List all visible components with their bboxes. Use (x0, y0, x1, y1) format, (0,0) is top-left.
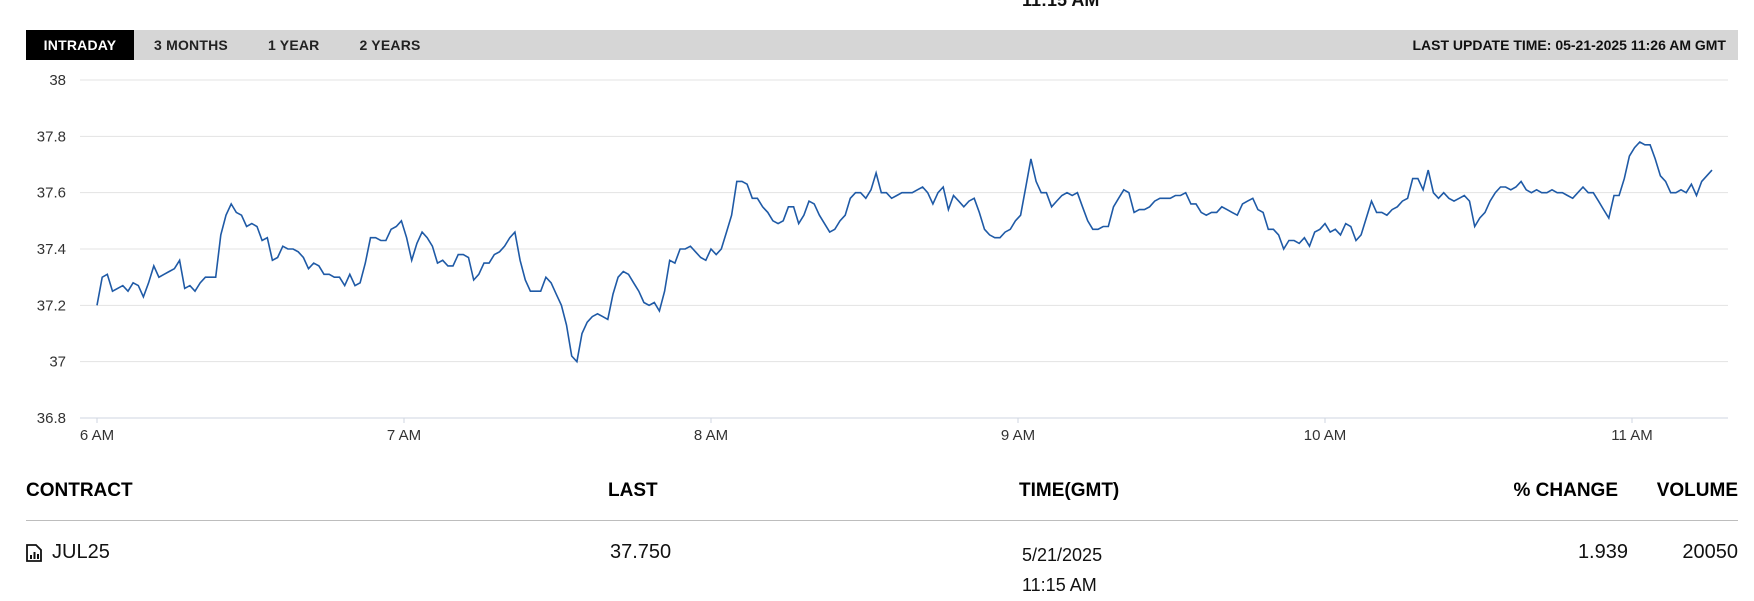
document-chart-icon[interactable] (26, 544, 42, 562)
y-axis: 38 37.8 37.6 37.4 37.2 37 36.8 (37, 72, 66, 427)
tab-3-months[interactable]: 3 MONTHS (154, 37, 228, 53)
contract-name[interactable]: JUL25 (52, 541, 110, 563)
x-tick-label: 8 AM (694, 427, 728, 444)
x-tick-label: 7 AM (387, 427, 421, 444)
tab-1-year[interactable]: 1 YEAR (267, 37, 320, 53)
trade-clock: 11:15 AM (1022, 575, 1097, 595)
last-price: 37.750 (610, 541, 672, 563)
trade-time: 5/21/2025 11:15 AM (1022, 540, 1102, 600)
table-row[interactable]: JUL25 37.750 5/21/2025 11:15 AM 1.939 20… (26, 524, 1738, 595)
volume-value: 20050 (1682, 541, 1738, 563)
header-contract: CONTRACT (26, 480, 133, 501)
header-time: TIME(GMT) (1019, 480, 1120, 501)
x-tick-label: 9 AM (1001, 427, 1035, 444)
y-tick-label: 37.6 (37, 185, 66, 202)
header-volume: VOLUME (1656, 480, 1738, 501)
x-tick-label: 10 AM (1304, 427, 1347, 444)
contracts-table-header: CONTRACT LAST TIME(GMT) % CHANGE VOLUME (26, 480, 1738, 521)
x-tick-label: 6 AM (80, 427, 114, 444)
y-tick-label: 37.8 (37, 128, 66, 145)
x-axis: 6 AM 7 AM 8 AM 9 AM 10 AM 11 AM (80, 418, 1653, 444)
y-tick-label: 37.4 (37, 241, 66, 258)
percent-change: 1.939 (1577, 541, 1628, 563)
y-tick-label: 36.8 (37, 410, 66, 427)
tab-intraday[interactable]: INTRADAY (26, 30, 134, 60)
chart-gridlines (80, 79, 1728, 419)
y-tick-label: 37 (49, 354, 66, 371)
y-tick-label: 37.2 (37, 297, 66, 314)
x-tick-label: 11 AM (1611, 427, 1652, 444)
clipped-header-time: 11:15 AM (1022, 0, 1100, 10)
tab-2-years[interactable]: 2 YEARS (359, 37, 421, 53)
header-change: % CHANGE (1513, 480, 1618, 501)
last-update-time: LAST UPDATE TIME: 05-21-2025 11:26 AM GM… (1412, 37, 1726, 53)
chart-range-tabs: INTRADAY 3 MONTHS 1 YEAR 2 YEARS LAST UP… (26, 30, 1738, 60)
intraday-price-chart: 38 37.8 37.6 37.4 37.2 37 36.8 6 AM 7 AM 8 AM 9 A… (37, 72, 1728, 444)
header-last: LAST (608, 480, 658, 501)
y-tick-label: 38 (49, 72, 66, 89)
trade-date: 5/21/2025 (1022, 545, 1103, 565)
price-series-line (96, 140, 1713, 364)
